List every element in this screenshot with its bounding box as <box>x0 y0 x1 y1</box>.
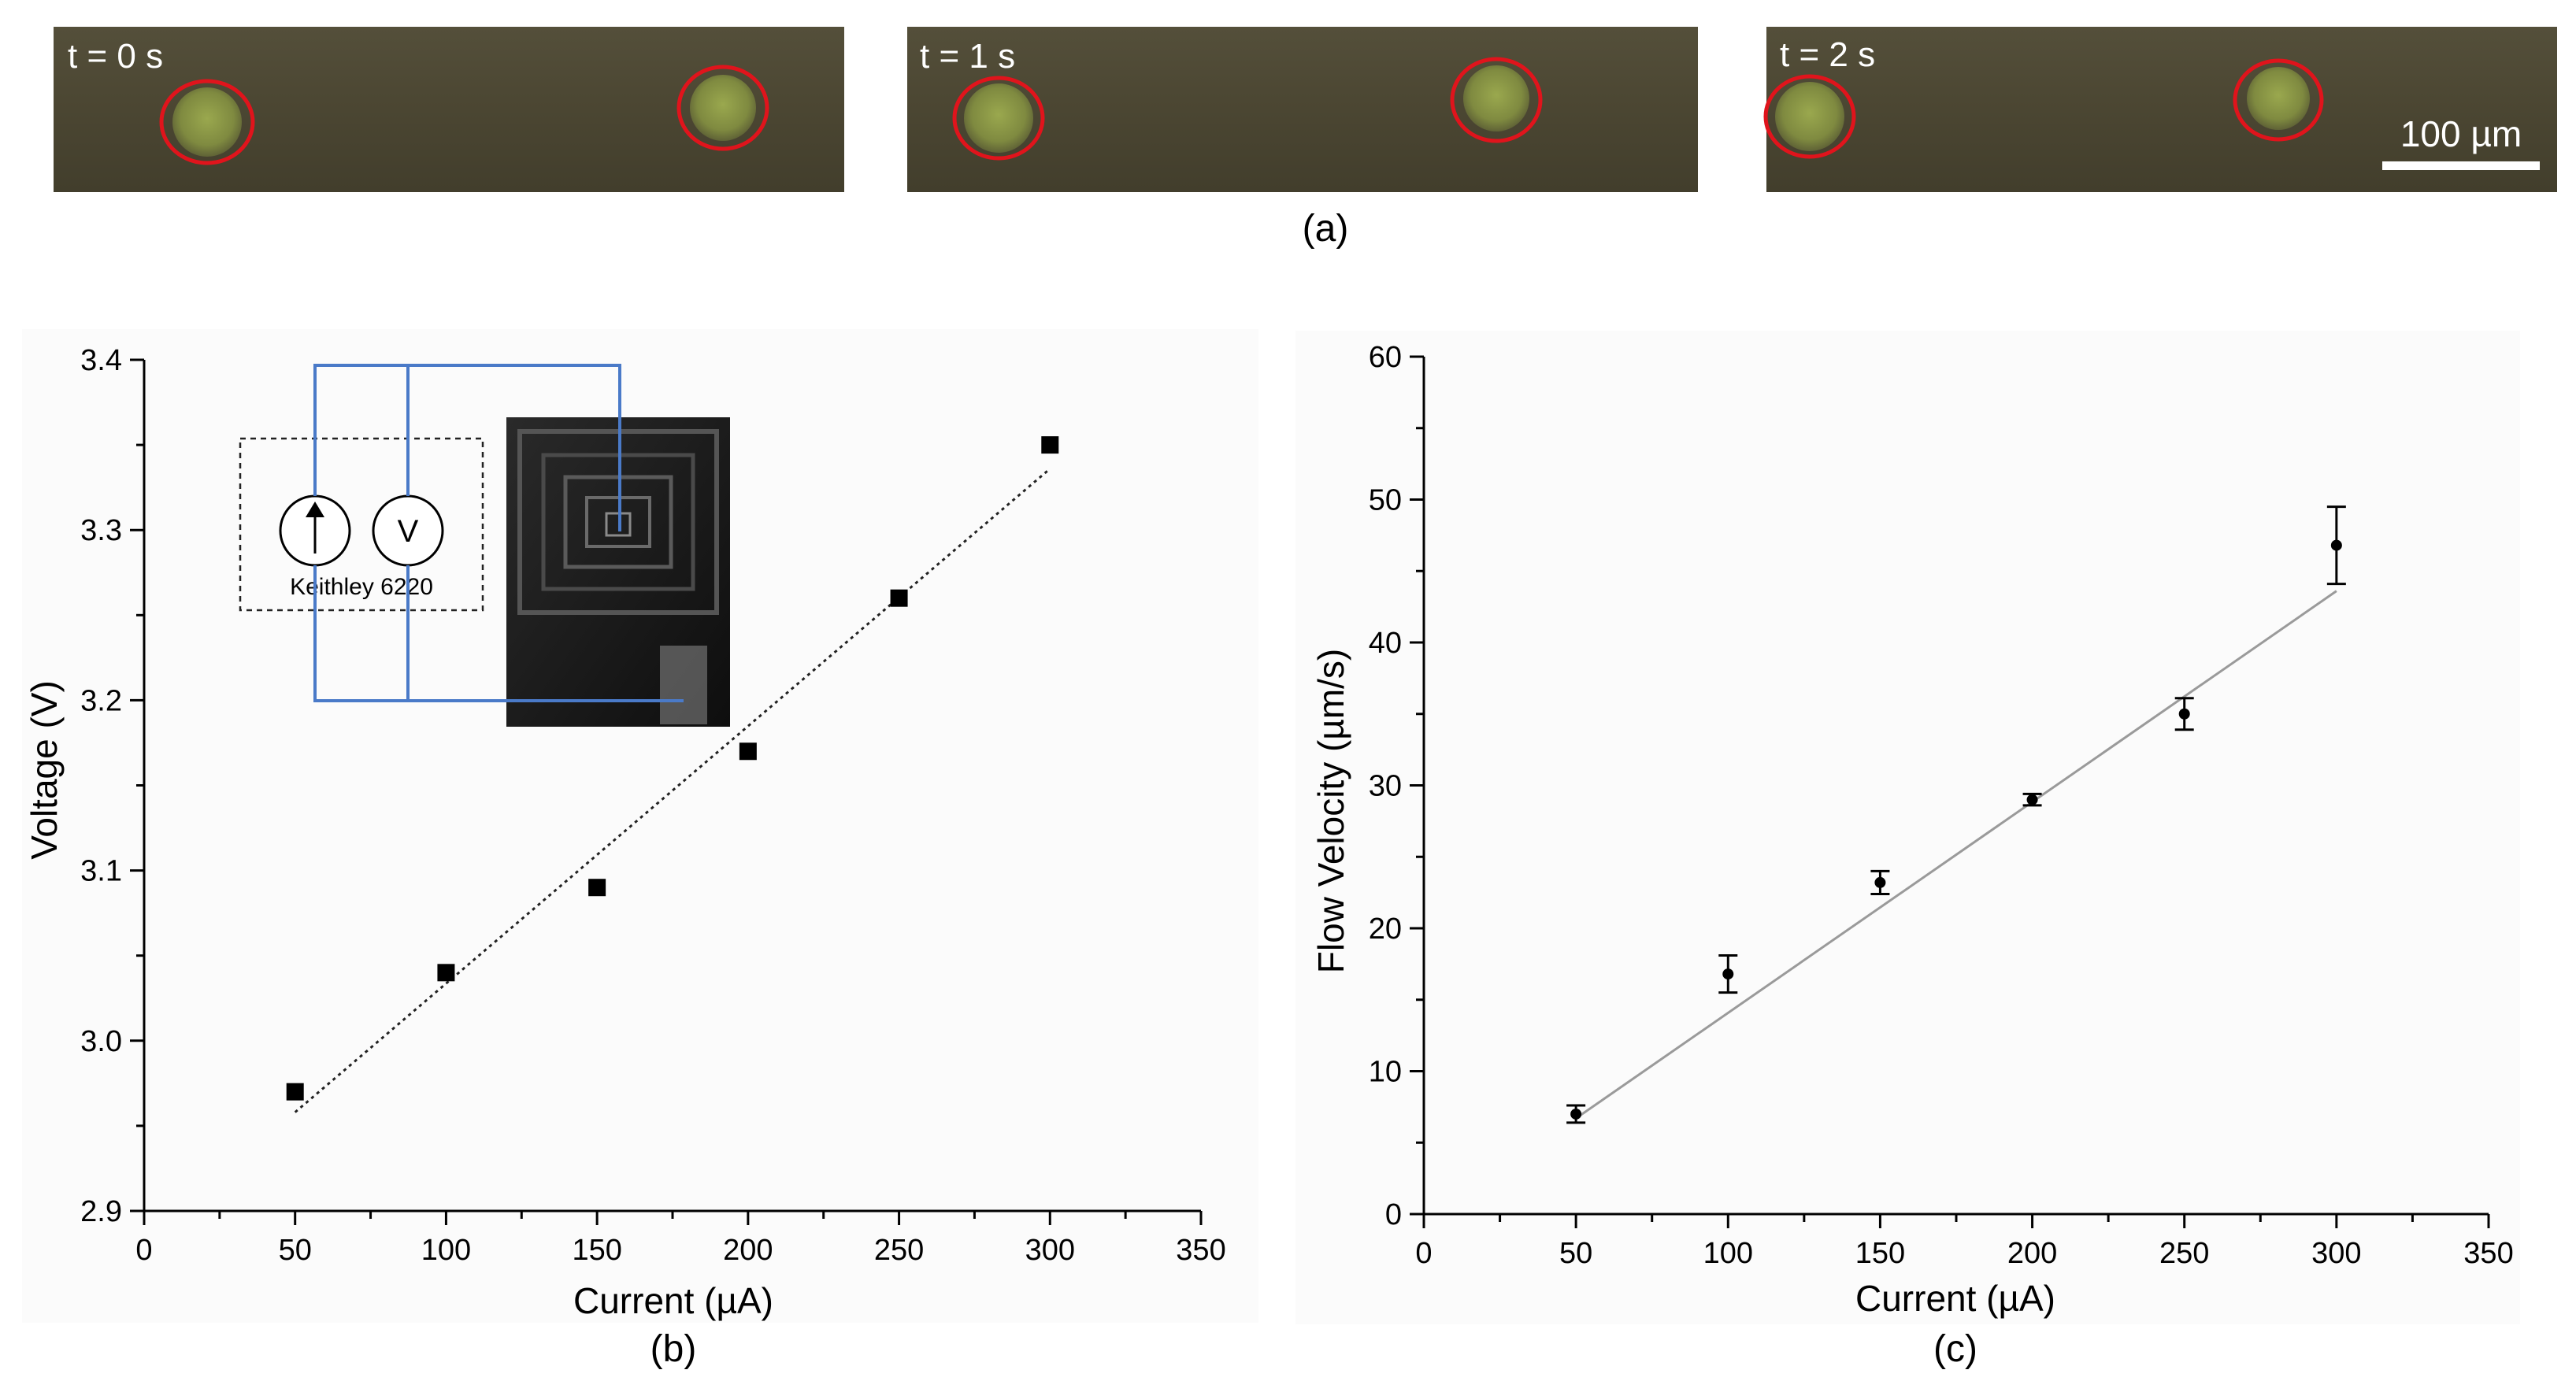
y-tick-label: 60 <box>1369 341 1402 374</box>
panel-a-caption: (a) <box>1303 208 1349 250</box>
velocity-current-chart: Flow Velocity (µm/s) Current (µA) 0 50 100… <box>1310 341 2514 1319</box>
y-tick-label: 0 <box>1385 1198 1402 1231</box>
x-tick-label: 250 <box>2159 1237 2209 1270</box>
data-point <box>1874 876 1886 888</box>
x-tick-label: 350 <box>2463 1237 2513 1270</box>
y-tick-label: 3.3 <box>80 514 122 547</box>
y-axis-label: Voltage (V) <box>24 680 65 860</box>
x-tick-label: 100 <box>421 1234 471 1267</box>
instrument-box <box>239 437 484 612</box>
x-axis-label: Current (µA) <box>1855 1278 2055 1319</box>
scale-bar <box>2382 161 2540 170</box>
x-tick-label: 0 <box>1415 1237 1432 1270</box>
particle <box>1775 82 1844 151</box>
frame-t0: t = 0 s <box>54 27 844 192</box>
y-tick-label: 30 <box>1369 770 1402 803</box>
fit-line <box>1575 590 2337 1120</box>
panel-c-caption: (c) <box>1933 1328 1977 1370</box>
data-point <box>2178 708 2190 720</box>
data-point <box>739 742 757 761</box>
x-tick-label: 350 <box>1176 1234 1225 1267</box>
voltage-current-chart: Voltage (V) Current (µA) V Keithley 6220 <box>24 344 1226 1321</box>
circuit-inset: V Keithley 6220 <box>239 364 730 727</box>
x-tick-label: 100 <box>1703 1237 1753 1270</box>
marker-circle <box>2233 58 2324 142</box>
marker-circle <box>952 76 1045 161</box>
data-point <box>286 1083 304 1101</box>
x-tick-label: 150 <box>572 1234 621 1267</box>
particle <box>1463 65 1529 131</box>
marker-circle <box>159 79 255 165</box>
panel-b: Voltage (V) Current (µA) V Keithley 6220 <box>22 329 1258 1370</box>
y-axis-label: Flow Velocity (µm/s) <box>1310 649 1351 973</box>
panel-a: t = 0 s t = 1 s t = 2 s 100 µm (a) <box>54 27 2557 250</box>
data-point <box>1041 436 1059 454</box>
particle <box>690 75 756 141</box>
voltmeter-label: V <box>398 514 419 549</box>
frame-t1: t = 1 s <box>907 27 1698 192</box>
marker-circle <box>1763 74 1856 159</box>
particle <box>2247 67 2310 130</box>
x-tick-label: 50 <box>1559 1237 1592 1270</box>
y-tick-label: 10 <box>1369 1056 1402 1089</box>
y-tick-label: 50 <box>1369 484 1402 517</box>
y-tick-label: 3.0 <box>80 1025 122 1058</box>
y-tick-label: 3.1 <box>80 855 122 888</box>
data-point <box>1570 1108 1582 1120</box>
y-tick-label: 2.9 <box>80 1195 122 1228</box>
marker-circle <box>1450 57 1543 143</box>
data-point <box>2026 794 2038 805</box>
particle <box>172 87 242 157</box>
y-tick-label: 3.2 <box>80 684 122 717</box>
instrument-label: Keithley 6220 <box>290 574 433 600</box>
data-point <box>588 879 606 897</box>
frame-label: t = 1 s <box>920 37 1015 76</box>
x-tick-label: 200 <box>723 1234 773 1267</box>
scale-bar-label: 100 µm <box>2400 113 2522 154</box>
particle <box>964 83 1033 153</box>
y-tick-label: 20 <box>1369 913 1402 946</box>
frame-t2: t = 2 s 100 µm <box>1763 27 2557 192</box>
x-tick-label: 300 <box>1025 1234 1075 1267</box>
plot-background <box>1295 331 2520 1324</box>
marker-circle <box>676 65 769 151</box>
circuit-wires <box>313 364 684 702</box>
x-tick-label: 150 <box>1855 1237 1905 1270</box>
x-tick-label: 0 <box>135 1234 152 1267</box>
frame-label: t = 0 s <box>68 37 163 76</box>
x-axis-label: Current (µA) <box>573 1280 773 1321</box>
data-point <box>890 589 908 607</box>
y-tick-label: 40 <box>1369 627 1402 660</box>
frame-label: t = 2 s <box>1780 35 1875 74</box>
x-tick-label: 50 <box>279 1234 312 1267</box>
data-point <box>437 964 455 982</box>
y-tick-label: 3.4 <box>80 344 122 377</box>
data-point <box>2330 539 2342 551</box>
arrow-head-icon <box>306 502 324 517</box>
channel-image <box>907 27 1698 192</box>
panel-c: Flow Velocity (µm/s) Current (µA) 0 50 100… <box>1295 331 2520 1370</box>
x-tick-label: 250 <box>874 1234 924 1267</box>
device-photo-highlight <box>660 646 707 724</box>
data-point <box>1722 968 1734 980</box>
x-tick-label: 200 <box>2007 1237 2057 1270</box>
panel-b-caption: (b) <box>650 1328 697 1370</box>
fit-line <box>294 468 1051 1113</box>
x-tick-label: 300 <box>2311 1237 2361 1270</box>
